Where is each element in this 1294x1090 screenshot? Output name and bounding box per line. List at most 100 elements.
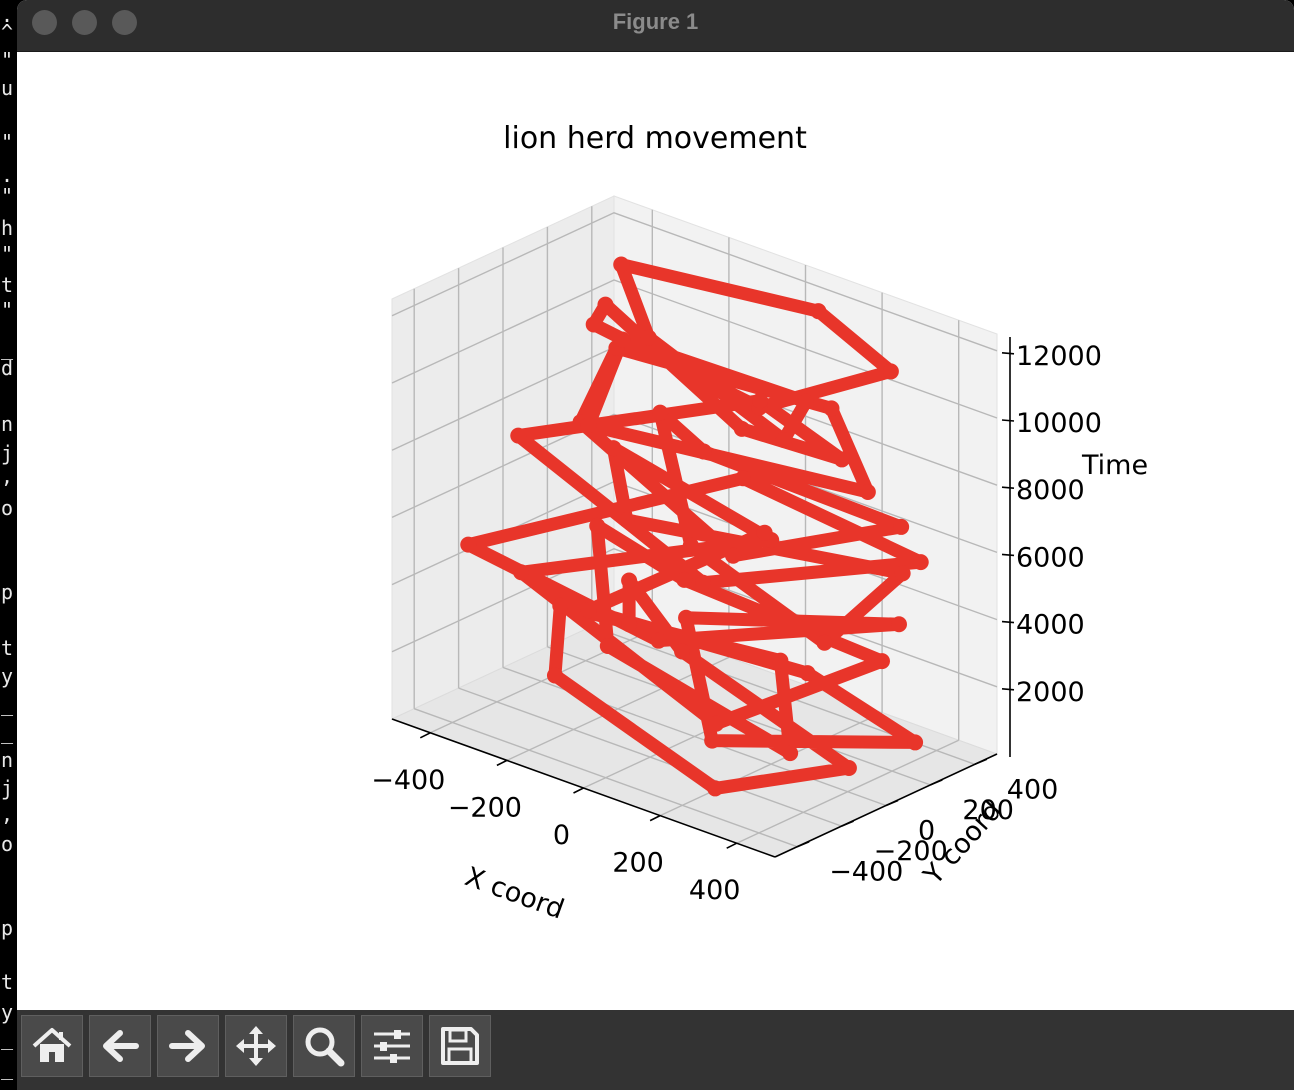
terminal-glyph: p — [1, 580, 14, 604]
series-point — [460, 536, 477, 553]
terminal-glyph: , — [1, 464, 14, 488]
minimize-window-button[interactable] — [72, 10, 97, 35]
terminal-glyph: o — [1, 496, 14, 520]
z-tick — [1001, 620, 1015, 624]
series-point — [510, 427, 527, 444]
series-point — [605, 440, 622, 457]
y-tick — [796, 840, 810, 848]
terminal-glyph: _ — [1, 336, 14, 360]
terminal-glyph: _ — [1, 720, 14, 744]
series-point — [833, 451, 850, 468]
figure-canvas[interactable]: −400−2000200400−400−20002004002000400060… — [17, 52, 1294, 1010]
terminal-glyph: " — [1, 48, 14, 72]
series-point — [640, 329, 657, 346]
terminal-glyph: ^ — [1, 20, 14, 44]
series-point — [613, 256, 630, 273]
close-window-button[interactable] — [32, 10, 57, 35]
series-point — [799, 665, 816, 682]
title-bar[interactable]: Figure 1 — [17, 0, 1294, 52]
series-point — [678, 609, 695, 626]
gridline-y — [458, 687, 842, 827]
series-point — [735, 470, 751, 487]
home-button[interactable] — [21, 1015, 83, 1077]
series-point — [597, 296, 614, 313]
z-tick — [1001, 553, 1015, 557]
x-tick — [419, 732, 431, 739]
series-line — [461, 258, 928, 795]
series-point — [652, 404, 669, 421]
terminal-glyph: " — [1, 130, 14, 154]
terminal-glyph: o — [1, 832, 14, 856]
z-tick — [1001, 486, 1015, 489]
x-tick-label: 200 — [612, 848, 664, 879]
arrow-right-icon — [169, 1030, 205, 1062]
terminal-glyph: d — [1, 356, 14, 380]
pan-button[interactable] — [225, 1015, 287, 1077]
move-icon — [236, 1026, 276, 1066]
terminal-glyph: y — [1, 664, 14, 688]
y-tick-label: 0 — [918, 816, 935, 847]
sliders-icon — [374, 1030, 410, 1063]
series-point — [890, 616, 907, 633]
y-tick — [841, 820, 854, 827]
terminal-glyph: j — [1, 441, 14, 465]
z-tick-label: 10000 — [1016, 408, 1102, 439]
x-tick — [573, 787, 584, 794]
series-point — [580, 602, 597, 619]
series-point — [772, 652, 789, 669]
terminal-glyph: n — [1, 748, 14, 772]
terminal-glyph: . — [1, 3, 14, 27]
series-point — [894, 565, 911, 582]
x-tick — [726, 842, 738, 849]
back-button[interactable] — [89, 1015, 151, 1077]
series-point — [708, 715, 725, 732]
series-point — [682, 537, 699, 554]
navigation-toolbar — [17, 1010, 1294, 1090]
terminal-glyph: " — [1, 242, 14, 266]
y-tick — [930, 779, 943, 786]
series-point — [816, 634, 833, 651]
terminal-glyph: _ — [1, 1026, 14, 1050]
series-point — [798, 393, 815, 410]
series-point — [552, 597, 569, 614]
y-tick-label: 200 — [962, 795, 1014, 826]
series-point — [859, 483, 876, 500]
series-point — [893, 518, 910, 535]
series-point — [840, 760, 857, 777]
series-point — [707, 780, 724, 797]
z-tick — [1001, 352, 1015, 355]
series-point — [585, 316, 602, 333]
series-point — [782, 745, 799, 762]
series-point — [695, 574, 712, 591]
series-point — [580, 417, 597, 434]
zoom-window-button[interactable] — [112, 10, 137, 35]
x-tick-label: 400 — [689, 875, 741, 906]
z-tick — [1001, 419, 1015, 422]
series-point — [733, 420, 750, 437]
y-tick — [974, 758, 988, 766]
terminal-glyph: _ — [1, 1056, 14, 1080]
zoom-button[interactable] — [293, 1015, 355, 1077]
z-tick — [1001, 688, 1015, 691]
save-button[interactable] — [429, 1015, 491, 1077]
terminal-glyph: t — [1, 970, 14, 994]
z-tick-label: 6000 — [1016, 542, 1085, 573]
terminal-glyph: t — [1, 636, 14, 660]
gridline-y — [413, 708, 798, 848]
series-point — [695, 443, 712, 460]
floppy-disk-icon — [441, 1027, 479, 1065]
y-tick-label: −200 — [874, 836, 948, 867]
y-tick — [885, 799, 899, 807]
series-point — [810, 303, 827, 320]
home-icon — [32, 1028, 72, 1062]
z-axis-label: Time — [1081, 450, 1148, 481]
x-tick-label: −200 — [448, 792, 522, 823]
chart-title: lion herd movement — [503, 121, 807, 156]
series-point — [650, 632, 667, 649]
series-point — [823, 400, 840, 417]
subplots-button[interactable] — [361, 1015, 423, 1077]
terminal-glyph: , — [1, 802, 14, 826]
series-point — [621, 616, 638, 633]
forward-button[interactable] — [157, 1015, 219, 1077]
window-title: Figure 1 — [612, 9, 699, 34]
